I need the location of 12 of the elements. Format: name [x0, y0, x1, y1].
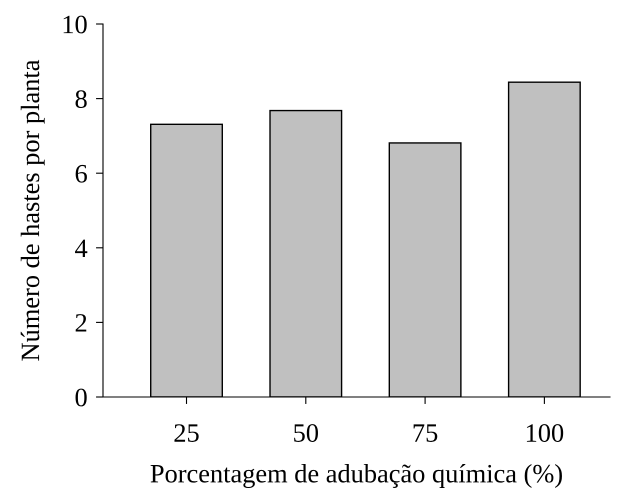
y-tick-label: 8 — [76, 90, 87, 108]
y-tick-label: 0 — [76, 388, 87, 406]
x-axis-title: Porcentagem de adubação química (%) — [150, 464, 562, 488]
x-tick-label: 50 — [294, 424, 318, 442]
y-tick-label: 6 — [76, 164, 87, 183]
x-tick-label: 75 — [414, 424, 438, 442]
x-tick-label: 100 — [526, 424, 564, 442]
y-tick-label: 4 — [75, 240, 88, 257]
y-axis-title: Número de hastes por planta — [20, 60, 45, 361]
y-tick-label: 10 — [64, 16, 87, 34]
x-tick-label: 25 — [174, 424, 199, 442]
y-tick-label: 2 — [76, 314, 86, 332]
